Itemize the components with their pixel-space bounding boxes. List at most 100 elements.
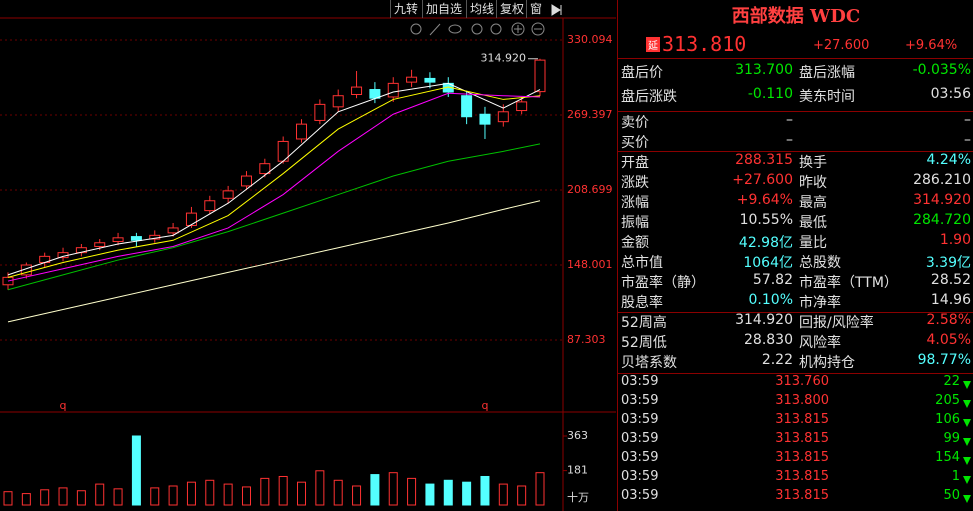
trade-price: 313.815 bbox=[775, 412, 829, 427]
field-label: 股息率 bbox=[621, 295, 663, 311]
field-label: 振幅 bbox=[621, 215, 649, 231]
toolbar-button[interactable]: 均线 bbox=[466, 0, 497, 18]
separator bbox=[618, 58, 973, 59]
delay-badge: 延 bbox=[646, 37, 660, 52]
field-value: 1064亿 bbox=[743, 255, 793, 271]
volume-bar bbox=[407, 477, 417, 506]
field-value: 4.24% bbox=[926, 152, 971, 168]
field-value: -0.035% bbox=[912, 62, 971, 78]
candle-body bbox=[94, 242, 106, 247]
moving-average bbox=[7, 200, 541, 323]
toolbar-button[interactable]: 窗 bbox=[526, 0, 545, 18]
volume-bar bbox=[150, 487, 160, 506]
field-label: 昨收 bbox=[799, 175, 827, 191]
field-value: 0.10% bbox=[748, 292, 793, 308]
field-value: 314.920 bbox=[913, 192, 971, 208]
expand-icon[interactable] bbox=[551, 4, 562, 16]
y-tick-label: 208.699 bbox=[567, 183, 613, 196]
field-value: 14.96 bbox=[930, 292, 971, 308]
toolbar-button[interactable]: 复权 bbox=[496, 0, 527, 18]
field-label: 最低 bbox=[799, 215, 827, 231]
signal-marker: q bbox=[481, 399, 488, 412]
candle-body bbox=[406, 76, 418, 83]
field-value: -0.110 bbox=[747, 86, 793, 102]
candle-body bbox=[204, 200, 216, 212]
field-value: 10.55% bbox=[739, 212, 793, 228]
field-value: 4.05% bbox=[926, 332, 971, 348]
volume-bar bbox=[333, 479, 343, 506]
field-label: 金额 bbox=[621, 235, 649, 251]
signal-marker: q bbox=[60, 399, 67, 412]
trade-price: 313.815 bbox=[775, 450, 829, 465]
field-value: 57.82 bbox=[752, 272, 793, 288]
field-value: 28.52 bbox=[930, 272, 971, 288]
trade-time: 03:59 bbox=[621, 374, 659, 389]
book-label: 卖价 bbox=[621, 115, 649, 131]
field-value: 1.90 bbox=[939, 232, 971, 248]
candle-body bbox=[461, 95, 473, 118]
book-price: – bbox=[786, 132, 793, 148]
stock-name: 西部数据 WDC bbox=[731, 6, 861, 27]
toolbar-button[interactable]: 九转 bbox=[390, 0, 421, 18]
candle-body bbox=[424, 77, 436, 83]
volume-bar bbox=[241, 486, 251, 506]
field-label: 市盈率（静） bbox=[621, 275, 705, 291]
trade-price: 313.760 bbox=[775, 374, 829, 389]
y-tick-label: 181 bbox=[567, 464, 588, 477]
volume-unit: 十万 bbox=[567, 490, 589, 504]
field-label: 52周低 bbox=[621, 335, 667, 351]
candle-body bbox=[185, 212, 197, 226]
y-tick-label: 363 bbox=[567, 429, 588, 442]
trade-arrow bbox=[963, 495, 971, 503]
trade-time: 03:59 bbox=[621, 450, 659, 465]
moving-average bbox=[7, 82, 541, 276]
field-value: 288.315 bbox=[735, 152, 793, 168]
field-label: 贝塔系数 bbox=[621, 355, 677, 371]
volume-bar bbox=[21, 493, 31, 506]
separator bbox=[618, 373, 973, 374]
price-change: +27.600 bbox=[813, 38, 870, 53]
field-label: 回报/风险率 bbox=[799, 315, 874, 331]
moving-average bbox=[7, 86, 541, 278]
field-value: 284.720 bbox=[913, 212, 971, 228]
trade-time: 03:59 bbox=[621, 431, 659, 446]
chart-tools[interactable] bbox=[410, 22, 545, 36]
candle-body bbox=[259, 163, 271, 175]
field-label: 风险率 bbox=[799, 335, 841, 351]
book-price: – bbox=[786, 112, 793, 128]
field-label: 盘后涨幅 bbox=[799, 65, 855, 81]
trade-arrow bbox=[963, 438, 971, 446]
trade-time: 03:59 bbox=[621, 469, 659, 484]
book-volume: – bbox=[964, 112, 971, 128]
trade-volume: 99 bbox=[943, 431, 960, 446]
volume-bar bbox=[517, 485, 527, 506]
field-value: 314.920 bbox=[735, 312, 793, 328]
volume-bar bbox=[223, 483, 233, 506]
field-label: 涨幅 bbox=[621, 195, 649, 211]
separator bbox=[618, 312, 973, 313]
candle-body bbox=[516, 101, 528, 112]
candle-body bbox=[296, 123, 308, 140]
candle-body bbox=[2, 276, 14, 286]
trade-volume: 154 bbox=[935, 450, 960, 465]
candle-body bbox=[240, 175, 252, 187]
toolbar-button[interactable]: 加自选 bbox=[422, 0, 465, 18]
field-label: 最高 bbox=[799, 195, 827, 211]
price-change-pct: +9.64% bbox=[905, 38, 958, 53]
trade-volume: 205 bbox=[935, 393, 960, 408]
volume-bar bbox=[3, 491, 13, 506]
last-price: 313.810 bbox=[662, 32, 747, 56]
book-label: 买价 bbox=[621, 135, 649, 151]
field-label: 52周高 bbox=[621, 315, 667, 331]
field-value: 3.39亿 bbox=[925, 255, 971, 271]
volume-bar bbox=[278, 475, 288, 506]
field-label: 开盘 bbox=[621, 155, 649, 171]
volume-bar bbox=[205, 479, 215, 506]
candle-body bbox=[332, 95, 344, 108]
volume-bar bbox=[425, 483, 435, 506]
field-label: 换手 bbox=[799, 155, 827, 171]
trade-price: 313.815 bbox=[775, 431, 829, 446]
y-tick-label: 148.001 bbox=[567, 258, 613, 271]
volume-bar bbox=[186, 481, 196, 506]
